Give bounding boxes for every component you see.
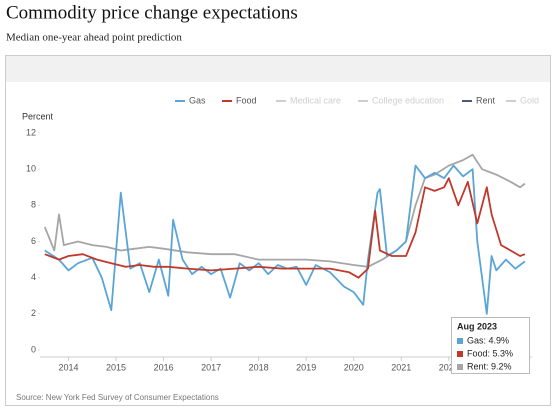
- y-tick-label: 0: [31, 344, 36, 354]
- tooltip-marker: [457, 338, 463, 344]
- tooltip-marker: [457, 364, 463, 370]
- legend-label: Gold: [520, 95, 539, 105]
- chart-subtitle: Median one-year ahead point prediction: [6, 32, 182, 44]
- tooltip: Aug 2023 Gas: 4.9% Food: 5.3% Rent: 9.2%: [451, 317, 530, 374]
- legend-label: Gas: [189, 95, 206, 105]
- tooltip-line: Gas: 4.9%: [467, 335, 509, 345]
- toolbar: [6, 56, 550, 82]
- source: Source: New York Fed Survey of Consumer …: [16, 393, 219, 402]
- x-tick-label: 2015: [106, 362, 126, 372]
- x-tick-label: 2017: [201, 362, 221, 372]
- y-tick-label: 4: [31, 272, 36, 282]
- tooltip-line: Rent: 9.2%: [467, 361, 512, 371]
- legend-label: Rent: [476, 95, 496, 105]
- y-tick-label: 8: [31, 200, 36, 210]
- tooltip-line: Food: 5.3%: [467, 348, 513, 358]
- x-tick-label: 2020: [344, 362, 364, 372]
- x-tick-label: 2016: [154, 362, 174, 372]
- y-tick-label: 10: [26, 164, 36, 174]
- series-line: [44, 177, 526, 279]
- x-tick-label: 2021: [391, 362, 411, 372]
- series-line: [43, 153, 526, 268]
- plot: 0 2 4 6 8 10 12 2014 2015 2016 2017 2018 2019 2020 202…: [26, 95, 539, 372]
- tooltip-box: [451, 317, 530, 374]
- x-tick-label: 2019: [296, 362, 316, 372]
- y-tick-label: 2: [31, 308, 36, 318]
- legend-label: Food: [236, 95, 257, 105]
- tooltip-marker: [457, 351, 463, 357]
- y-tick-label: 12: [26, 127, 36, 137]
- chart-title: Commodity price change expectations: [6, 2, 298, 23]
- y-axis-label: Percent: [22, 111, 54, 121]
- legend-label: Medical care: [290, 95, 341, 105]
- x-tick-label: 2014: [59, 362, 79, 372]
- legend-label: College education: [372, 95, 444, 105]
- x-tick-label: 2022: [439, 362, 459, 372]
- tooltip-title: Aug 2023: [457, 321, 497, 331]
- y-tick-label: 6: [31, 236, 36, 246]
- x-tick-label: 2018: [249, 362, 269, 372]
